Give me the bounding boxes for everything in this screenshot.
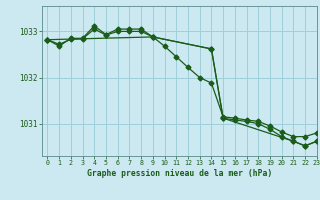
X-axis label: Graphe pression niveau de la mer (hPa): Graphe pression niveau de la mer (hPa) bbox=[87, 169, 272, 178]
